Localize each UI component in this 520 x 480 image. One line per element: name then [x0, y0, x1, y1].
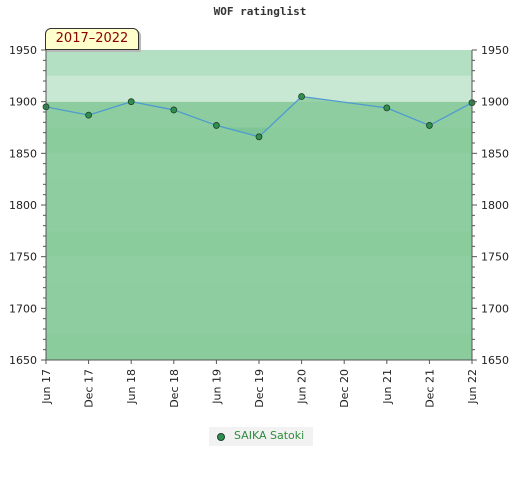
data-point-5: [255, 133, 263, 141]
y-tick-label-left-1950: 1950: [9, 44, 37, 57]
x-tick-label-3: Dec 18: [168, 369, 181, 408]
x-tick-label-2: Jun 18: [125, 369, 138, 405]
x-tick-label-1: Dec 17: [83, 369, 96, 408]
y-tick-label-right-1750: 1750: [481, 251, 509, 264]
data-point-1: [85, 111, 92, 119]
series-line: [45, 95, 473, 138]
x-tick-label-5: Dec 19: [253, 369, 266, 408]
period-badge: 2017–2022: [45, 28, 139, 50]
legend-label: SAIKA Satoki: [234, 429, 305, 442]
y-tick-label-left-1650: 1650: [9, 354, 37, 367]
legend[interactable]: SAIKA Satoki: [209, 427, 313, 446]
area-layer: [46, 96, 472, 360]
x-tick-label-8: Jun 21: [381, 369, 394, 405]
band-1900: [46, 75, 472, 102]
y-tick-label-right-1700: 1700: [481, 302, 509, 315]
chart-title: WOF ratinglist: [213, 5, 307, 18]
y-tick-labels-left: 1650 1700 1750 1800 1850 1900 1950: [9, 44, 37, 367]
axis-layer: [41, 49, 477, 364]
series-area: [46, 96, 472, 360]
x-tick-label-6: Jun 20: [296, 369, 309, 405]
line-layer: [45, 95, 473, 138]
x-tick-label-10: Jun 22: [466, 369, 479, 405]
x-tick-label-9: Dec 21: [423, 369, 436, 408]
y-tick-label-left-1800: 1800: [9, 199, 37, 212]
band-1925: [46, 50, 472, 76]
data-point-3: [170, 106, 178, 114]
y-tick-label-left-1900: 1900: [9, 96, 37, 109]
y-tick-label-right-1850: 1850: [481, 147, 509, 160]
y-tick-label-left-1750: 1750: [9, 251, 37, 264]
y-tick-label-left-1850: 1850: [9, 147, 37, 160]
data-point-2: [127, 98, 135, 106]
x-tick-labels: Jun 17 Dec 17 Jun 18 Dec 18 Jun 19 Dec 19 Jun …: [40, 369, 479, 408]
y-tick-label-right-1800: 1800: [481, 199, 509, 212]
x-tick-label-0: Jun 17: [40, 369, 53, 405]
y-tick-label-left-1700: 1700: [9, 302, 37, 315]
legend-marker-icon: [217, 433, 225, 441]
data-point-6: [298, 93, 306, 100]
y-tick-label-right-1900: 1900: [481, 96, 509, 109]
y-tick-label-right-1950: 1950: [481, 44, 509, 57]
x-tick-label-7: Dec 20: [338, 369, 351, 408]
data-point-4: [212, 122, 220, 129]
y-tick-labels-right: 1650 1700 1750 1800 1850 1900 1950: [481, 44, 509, 367]
y-tick-label-right-1650: 1650: [481, 354, 509, 367]
data-point-8: [425, 122, 433, 129]
x-tick-label-4: Jun 19: [210, 369, 223, 405]
data-point-7: [383, 104, 391, 112]
